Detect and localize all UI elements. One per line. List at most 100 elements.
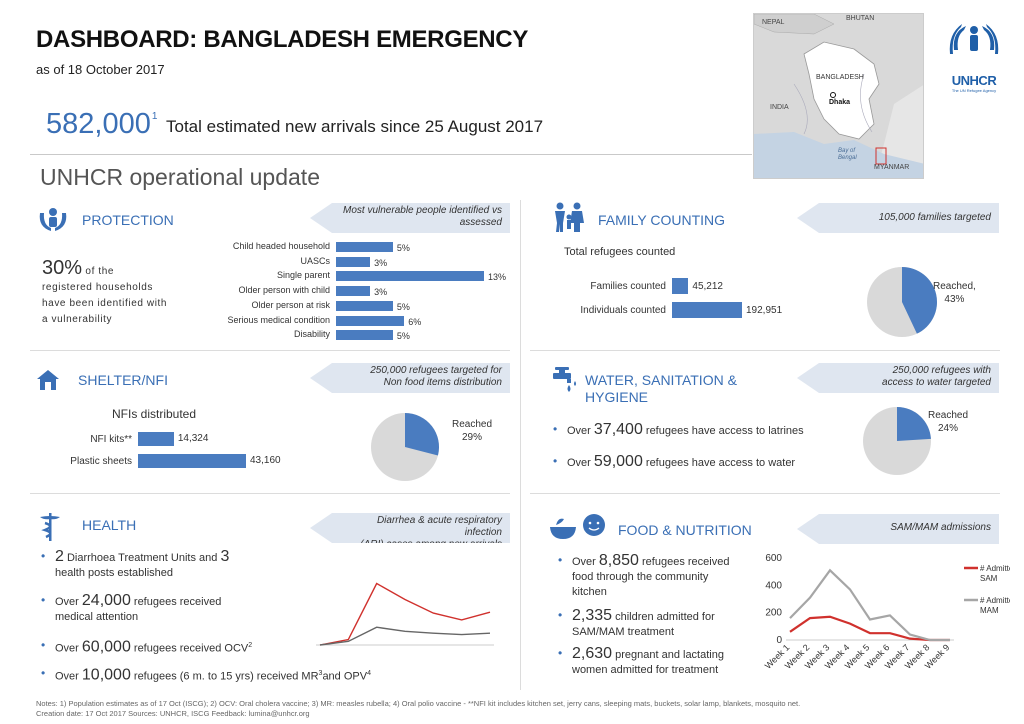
health-b4-num: 10,000 [81, 666, 131, 684]
health-b2-post2: medical attention [55, 611, 139, 623]
map-label-dhaka: Dhaka [829, 99, 851, 106]
food-b1-num: 8,850 [598, 552, 639, 569]
health-b1-post: health posts established [55, 567, 174, 579]
series-line [789, 568, 950, 642]
bar-value: 3% [374, 287, 388, 298]
wash-b2-pre: Over [567, 457, 591, 469]
wash-water-bullet: • Over 59,000 refugees have access to wat… [553, 453, 796, 470]
bar-value: 5% [396, 243, 410, 253]
house-icon [36, 369, 60, 391]
divider-left-2 [30, 493, 510, 494]
shelter-pie-label-2: 29% [462, 432, 483, 443]
health-banner-2: (ARI) cases among new arrivals [360, 539, 502, 550]
food-bullet-1: • Over 8,850 refugees received food throug… [558, 552, 730, 599]
wash-pie-label: Reached 24% [928, 409, 968, 435]
food-b3-num: 2,630 [572, 645, 613, 662]
wash-latrines-bullet: • Over 37,400 refugees have access to lat… [553, 421, 804, 438]
unhcr-emblem-icon [949, 24, 999, 54]
family-pie-label-2: 43% [944, 294, 965, 305]
bar-value: 3% [374, 257, 388, 268]
bar-value: 5% [396, 301, 410, 312]
shelter-pie-label-1: Reached [452, 419, 493, 430]
food-b2-post1: children admitted for [615, 611, 715, 623]
bar [336, 286, 371, 297]
wash-b1-pre: Over [567, 425, 591, 437]
shelter-title: SHELTER/NFI [78, 372, 168, 388]
health-title: HEALTH [82, 517, 137, 533]
bar-label: Families counted [590, 281, 666, 292]
wash-b2-post: refugees have access to water [645, 457, 796, 469]
food-b1-post3: kitchen [572, 586, 607, 598]
total-arrivals-number: 582,0001 [46, 108, 157, 141]
health-line-chart [316, 582, 494, 646]
family-banner: 105,000 families targeted [797, 203, 999, 233]
health-banner: Diarrhea & acute respiratory infection (A… [310, 513, 510, 543]
big-number-value: 582,000 [46, 108, 151, 140]
map-graphic [754, 14, 923, 178]
shelter-banner-2: Non food items distribution [383, 377, 502, 388]
health-b1-num2: 3 [220, 548, 230, 565]
food-banner: SAM/MAM admissions [797, 514, 999, 544]
shelter-pie-label: Reached 29% [452, 418, 492, 444]
wash-banner-2: access to water targeted [882, 377, 991, 388]
wash-banner: 250,000 refugees with access to water tar… [797, 363, 999, 393]
family-subtitle: Total refugees counted [564, 246, 676, 258]
food-b1-post1: refugees received [642, 556, 730, 568]
header-divider [30, 154, 752, 155]
protection-bar-chart: Child headed household 5% UASCs 3% Single pa… [200, 241, 520, 347]
protection-stat: 30% of the registered households have be… [42, 257, 202, 328]
food-bullet-2: • 2,335 children admitted for SAM/MAM trea… [558, 607, 715, 639]
health-b3-post: refugees received OCV [133, 642, 249, 655]
health-bullet-3: • Over 60,000 refugees received OCV2 [41, 638, 253, 656]
protection-stat-text-2: registered households [42, 282, 153, 293]
bar [336, 271, 484, 282]
health-b4-post: refugees (6 m. to 15 yrs) received MR [133, 670, 319, 683]
y-tick-label: 200 [765, 608, 782, 619]
bar-label: Older person with child [238, 285, 330, 296]
bar-value: 5% [396, 331, 410, 342]
family-pie-label: Reached, 43% [933, 280, 976, 306]
bar-value: 43,160 [250, 455, 281, 466]
bar-label: UASCs [300, 255, 330, 266]
wash-b1-post: refugees have access to latrines [645, 425, 804, 437]
wash-b2-num: 59,000 [593, 453, 643, 470]
shelter-banner: 250,000 refugees targeted for Non food it… [310, 363, 510, 393]
food-icon [548, 513, 608, 541]
food-b3-post1: pregnant and lactating [615, 649, 724, 661]
family-title: FAMILY COUNTING [598, 212, 726, 228]
health-b1-num1: 2 [55, 548, 64, 565]
bar [138, 432, 174, 446]
wash-pie-label-2: 24% [938, 423, 959, 434]
bar-value: 14,324 [177, 433, 209, 444]
health-b3-num: 60,000 [81, 638, 131, 656]
food-b1-post2: food through the community [572, 571, 709, 583]
health-bullet-1: • 2 Diarrhoea Treatment Units and 3 health… [41, 548, 230, 580]
bar-label: Older person at risk [251, 299, 330, 310]
protection-title: PROTECTION [82, 212, 174, 228]
pie-reached-slice [897, 407, 931, 441]
series-line [319, 626, 491, 646]
food-bullet-3: • 2,630 pregnant and lactating women admit… [558, 645, 724, 677]
total-arrivals-text: Total estimated new arrivals since 25 Au… [166, 117, 544, 136]
bar-label: Serious medical condition [227, 314, 330, 325]
health-b2-post1: refugees received [133, 596, 222, 608]
food-b2-num: 2,335 [572, 607, 613, 624]
nfi-bar-chart: NFI kits** 14,324 Plastic sheets 43,160 [40, 432, 340, 477]
divider-left-1 [30, 350, 510, 351]
bar [672, 302, 742, 318]
bar-value: 6% [408, 316, 422, 327]
unhcr-logo-tagline: The UN Refugee Agency [951, 88, 997, 93]
family-icon [552, 201, 586, 233]
family-pie-chart [866, 266, 938, 343]
legend-label: # Admitted asSAM [980, 564, 1010, 583]
y-tick-label: 600 [765, 553, 782, 564]
protection-stat-pct: 30% [42, 257, 83, 279]
bar-value: 192,951 [746, 305, 783, 316]
protection-stat-text-1: of the [85, 266, 115, 277]
nfi-subtitle: NFIs distributed [112, 407, 197, 421]
map-label-myanmar: MYANMAR [874, 164, 910, 171]
vertical-divider [520, 200, 521, 690]
bar-value: 45,212 [692, 281, 723, 292]
health-b4-pre: Over [55, 670, 79, 683]
